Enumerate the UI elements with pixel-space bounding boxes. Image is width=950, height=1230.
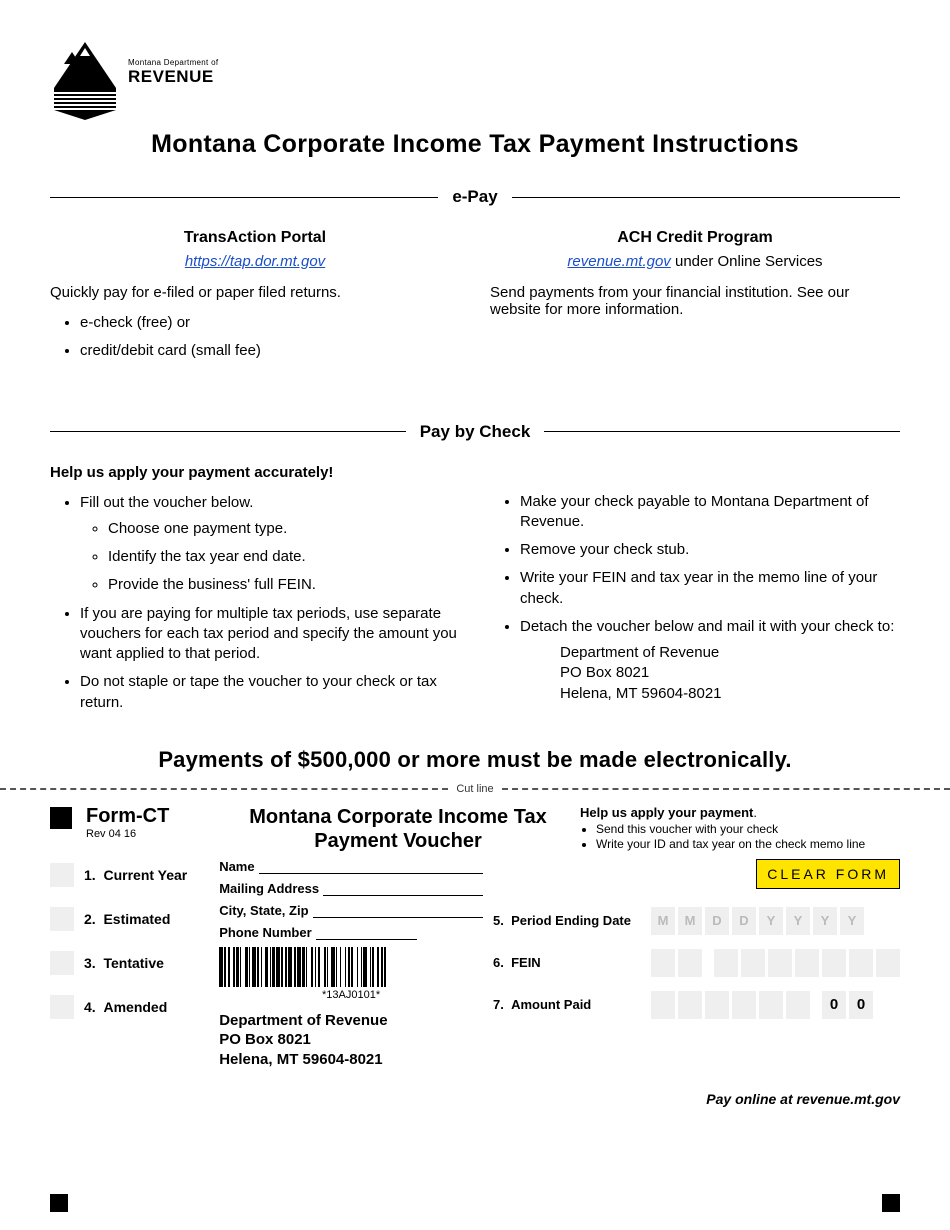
check-divider: Pay by Check	[50, 422, 900, 442]
mountain-logo-icon	[50, 40, 120, 120]
check-sub-2: Identify the tax year end date.	[108, 547, 460, 567]
form-rev-label: Rev 04 16	[86, 828, 216, 840]
voucher-help-2: Write your ID and tax year on the check …	[596, 837, 900, 851]
voucher-help-title: Help us apply your payment	[580, 805, 753, 820]
ach-desc: Send payments from your financial instit…	[490, 284, 900, 318]
page-title: Montana Corporate Income Tax Payment Ins…	[50, 130, 900, 159]
voucher-title-1: Montana Corporate Income Tax	[230, 805, 566, 829]
check-right-bullet-1: Make your check payable to Montana Depar…	[520, 492, 900, 533]
ach-heading: ACH Credit Program	[490, 229, 900, 247]
checkbox-amended[interactable]	[50, 995, 74, 1019]
check-right-bullet-3: Write your FEIN and tax year in the memo…	[520, 568, 900, 609]
pay-online-text: Pay online at revenue.mt.gov	[50, 1091, 900, 1107]
voucher-title-2: Payment Voucher	[230, 829, 566, 853]
check-section-label: Pay by Check	[420, 422, 531, 442]
amount-paid-input[interactable]: 0 0	[651, 991, 873, 1019]
epay-bullet-card: credit/debit card (small fee)	[80, 341, 460, 361]
check-left-bullet-3: Do not staple or tape the voucher to you…	[80, 672, 460, 713]
epay-bullet-echeck: e-check (free) or	[80, 313, 460, 333]
epay-divider: e-Pay	[50, 187, 900, 207]
period-ending-input[interactable]: M M D D Y Y Y Y	[651, 907, 864, 935]
voucher-addr-3: Helena, MT 59604-8021	[219, 1050, 483, 1070]
form-ct-label: Form-CT	[86, 805, 216, 828]
agency-logo: Montana Department of REVENUE	[50, 40, 900, 120]
help-heading: Help us apply your payment accurately!	[50, 464, 460, 481]
phone-input[interactable]	[316, 926, 417, 940]
form-marker-icon	[50, 807, 72, 829]
corner-marker-left-icon	[50, 1194, 68, 1212]
mail-addr-3: Helena, MT 59604-8021	[560, 684, 900, 704]
voucher-help-1: Send this voucher with your check	[596, 822, 900, 836]
transaction-portal-heading: TransAction Portal	[50, 229, 460, 247]
check-right-bullet-4: Detach the voucher below and mail it wit…	[520, 617, 900, 704]
checkbox-estimated[interactable]	[50, 907, 74, 931]
check-left-bullet-2: If you are paying for multiple tax perio…	[80, 604, 460, 665]
logo-revenue-text: REVENUE	[128, 67, 218, 87]
fein-input[interactable]	[651, 949, 900, 977]
payment-voucher: Form-CT Rev 04 16 Montana Corporate Inco…	[50, 801, 900, 1108]
revenue-link[interactable]: revenue.mt.gov	[567, 253, 670, 270]
mail-addr-2: PO Box 8021	[560, 663, 900, 683]
check-right-bullet-2: Remove your check stub.	[520, 540, 900, 560]
name-input[interactable]	[259, 860, 483, 874]
name-label: Name	[219, 859, 254, 874]
checkbox-tentative[interactable]	[50, 951, 74, 975]
check-sub-3: Provide the business' full FEIN.	[108, 575, 460, 595]
voucher-addr-1: Department of Revenue	[219, 1011, 483, 1031]
epay-label: e-Pay	[452, 187, 497, 207]
check-left-bullet-1: Fill out the voucher below. Choose one p…	[80, 493, 460, 596]
city-input[interactable]	[313, 904, 483, 918]
electronic-notice: Payments of $500,000 or more must be mad…	[50, 747, 900, 773]
cut-line: Cut line	[0, 783, 950, 795]
mailing-input[interactable]	[323, 882, 483, 896]
checkbox-current-year[interactable]	[50, 863, 74, 887]
mail-addr-1: Department of Revenue	[560, 643, 900, 663]
revenue-link-suffix: under Online Services	[671, 253, 823, 270]
tap-link[interactable]: https://tap.dor.mt.gov	[185, 253, 325, 270]
epay-left-desc: Quickly pay for e-filed or paper filed r…	[50, 284, 460, 301]
barcode: *13AJ0101*	[219, 947, 483, 1001]
city-label: City, State, Zip	[219, 903, 308, 918]
logo-dept-text: Montana Department of	[128, 58, 218, 67]
phone-label: Phone Number	[219, 925, 311, 940]
check-sub-1: Choose one payment type.	[108, 519, 460, 539]
corner-marker-right-icon	[882, 1194, 900, 1212]
clear-form-button[interactable]: CLEAR FORM	[756, 859, 900, 889]
mailing-label: Mailing Address	[219, 881, 319, 896]
voucher-addr-2: PO Box 8021	[219, 1030, 483, 1050]
